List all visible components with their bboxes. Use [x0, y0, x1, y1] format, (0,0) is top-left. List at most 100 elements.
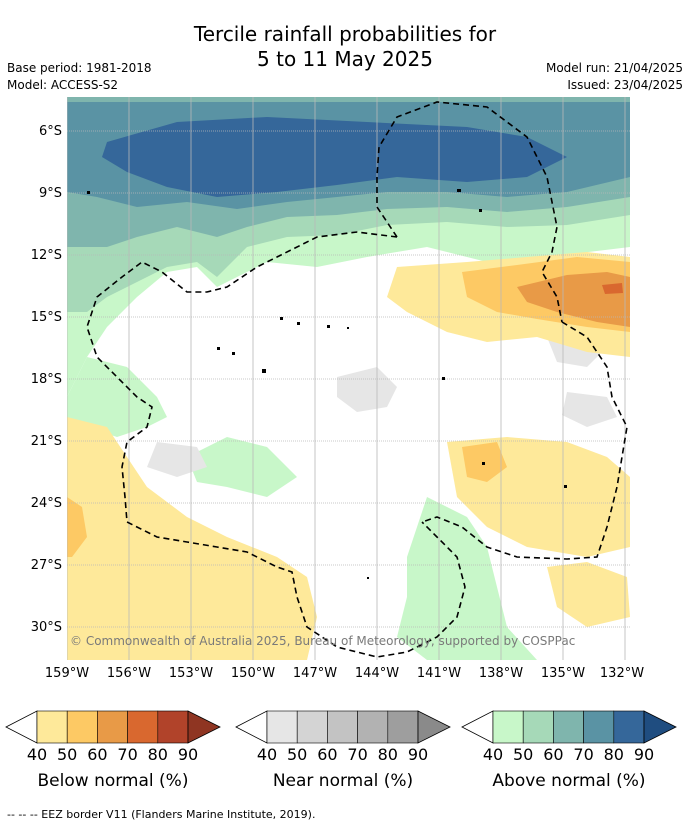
lat-label-12s: 12°S [30, 248, 62, 263]
legend-near-normal-tick-60: 60 [317, 745, 338, 764]
lat-label-9s: 9°S [38, 186, 62, 201]
legend-above-normal-swatch-3 [553, 710, 584, 744]
eez-border-french-polynesia [421, 321, 628, 560]
meta-right: Model run: 21/04/2025 Issued: 23/04/2025 [546, 60, 683, 94]
legend-near-normal-tick-70: 70 [347, 745, 368, 764]
lat-label-24s: 24°S [30, 496, 62, 511]
lon-label-156w: 156°W [106, 666, 152, 681]
legend-near-normal-tick-40: 40 [256, 745, 278, 764]
eez-border-kiribati-line [376, 101, 563, 323]
legend-near-normal-swatches [266, 710, 419, 744]
island-7 [347, 327, 349, 329]
lon-label-135w: 135°W [540, 666, 586, 681]
lat-label-6s: 6°S [38, 124, 62, 139]
legend-near-normal-min-arrow [235, 710, 268, 744]
legend-title-near: Near normal (%) [272, 771, 414, 791]
near-normal-patch-3 [147, 442, 207, 477]
island-13 [564, 485, 567, 488]
island-5 [297, 322, 300, 325]
model-name: Model: ACCESS-S2 [7, 78, 119, 92]
legend-above-normal-swatch-4 [583, 710, 615, 744]
legend-above-normal-min-arrow [461, 710, 494, 744]
legend-below-normal-tick-80: 80 [147, 745, 168, 764]
issued-date: Issued: 23/04/2025 [567, 78, 683, 92]
lat-label-27s: 27°S [30, 558, 62, 573]
legend-above-normal-tick-40: 40 [482, 745, 504, 764]
legend-above-normal-tick-90: 90 [633, 745, 655, 764]
legend-near-normal-max-arrow [417, 710, 451, 744]
below-normal-50-west [67, 497, 87, 557]
below-normal-40-south-east-2 [547, 562, 630, 627]
legend-above-normal-tick-70: 70 [573, 745, 594, 764]
graticule [67, 97, 630, 660]
base-period: Base period: 1981-2018 [7, 61, 152, 75]
legend-below-normal-tick-70: 70 [117, 745, 138, 764]
eez-borders [86, 101, 628, 658]
legend-near-normal-tick-50: 50 [287, 745, 308, 764]
lat-label-15s: 15°S [30, 310, 62, 325]
below-normal-60-east [517, 272, 630, 327]
map-title: Tercile rainfall probabilities for 5 to … [0, 22, 690, 72]
legend-below-normal-swatch-2 [66, 710, 98, 744]
legend-below-normal-min-arrow [5, 710, 38, 744]
lon-label-138w: 138°W [478, 666, 524, 681]
legend-above-normal-tick-60: 60 [543, 745, 564, 764]
above-normal-central [187, 437, 297, 497]
legend-above-normal-tick-80: 80 [603, 745, 624, 764]
legend-below-normal-swatch-5 [157, 710, 189, 744]
legend-below-normal-tick-40: 40 [26, 745, 48, 764]
legend-near-normal-swatch-5 [387, 710, 419, 744]
island-8 [217, 347, 220, 350]
near-normal-patch-4 [562, 392, 617, 427]
legend-near-normal-tick-80: 80 [377, 745, 398, 764]
legend-above-normal-swatch-2 [522, 710, 554, 744]
above-normal-south [397, 497, 537, 660]
near-normal-patch-1 [337, 367, 397, 412]
island-10 [442, 377, 445, 380]
legend-below-normal-tick-50: 50 [57, 745, 78, 764]
legend-above-normal-max-arrow [643, 710, 677, 744]
model-run: Model run: 21/04/2025 [545, 61, 683, 75]
legend-near-normal-swatch-1 [266, 710, 298, 744]
legend-near-normal-tick-90: 90 [407, 745, 429, 764]
lat-label-18s: 18°S [30, 372, 62, 387]
legend-below-normal-max-arrow [187, 710, 221, 744]
eez-footer-note: -- -- -- EEZ border V11 (Flanders Marine… [7, 808, 316, 821]
legend-near-normal [235, 710, 451, 744]
island-3 [479, 209, 482, 212]
island-14 [367, 577, 369, 579]
title-line-2: 5 to 11 May 2025 [257, 47, 433, 71]
legend-near-normal-swatch-2 [296, 710, 328, 744]
legend-near-normal-swatch-3 [327, 710, 358, 744]
island-12 [482, 462, 485, 465]
lat-label-30s: 30°S [30, 620, 62, 635]
below-normal-40-southwest [67, 417, 317, 660]
legend-below-normal [5, 710, 221, 744]
below-normal-70-spot [602, 283, 623, 294]
lon-label-150w: 150°W [230, 666, 276, 681]
island-11 [262, 369, 266, 373]
legend-below-normal-swatch-3 [97, 710, 128, 744]
copyright-notice: © Commonwealth of Australia 2025, Bureau… [70, 634, 576, 648]
map-svg [67, 97, 630, 660]
above-normal-80-region [102, 117, 567, 197]
island-4 [280, 317, 283, 320]
lon-label-159w: 159°W [44, 666, 90, 681]
legend-below-normal-swatch-4 [127, 710, 159, 744]
island-6 [327, 325, 330, 328]
lon-label-144w: 144°W [354, 666, 400, 681]
island-9 [232, 352, 235, 355]
legend-above-normal-swatch-5 [613, 710, 645, 744]
legend-above-normal-swatches [492, 710, 645, 744]
legend-above-normal-swatch-1 [492, 710, 524, 744]
above-normal-40-west [67, 357, 167, 437]
map-panel [67, 97, 630, 660]
lat-label-21s: 21°S [30, 434, 62, 449]
lon-label-141w: 141°W [416, 666, 462, 681]
title-line-1: Tercile rainfall probabilities for [193, 22, 497, 46]
legend-above-normal-tick-50: 50 [513, 745, 534, 764]
island-1 [87, 191, 90, 194]
islands [87, 189, 567, 579]
island-2 [457, 189, 461, 192]
legend-below-normal-tick-90: 90 [177, 745, 199, 764]
